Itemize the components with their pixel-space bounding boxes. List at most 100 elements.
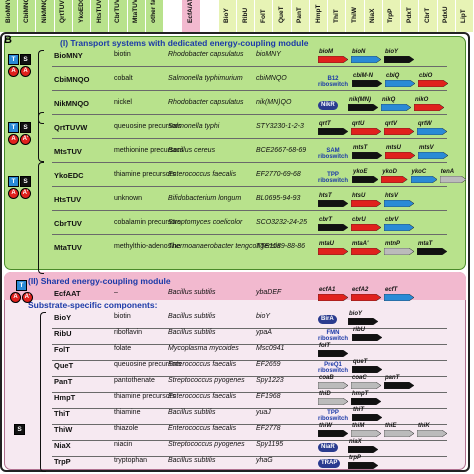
table-row: MtsTUV methionine precursors Bacillus cere…: [0, 145, 474, 160]
row-name: ThiT: [54, 409, 70, 418]
header-column-label: YkoEDC: [77, 0, 85, 23]
header-column: LipT: [455, 0, 473, 32]
row-name: YkoEDC: [54, 171, 84, 180]
regulator-badge: NiaR: [318, 443, 338, 452]
gene-label: mtsU: [386, 145, 402, 151]
header-column-label: NiaX: [369, 8, 377, 23]
row-locus: Msc0941: [256, 345, 285, 352]
header-column-label: CbrTUV: [113, 0, 121, 23]
gene-arrow: [318, 398, 348, 405]
row-divider: [52, 162, 447, 163]
gene-arrow: [318, 294, 348, 301]
table-row: ThiT thiamine Bacillus subtilis yuaJ TPP rib…: [0, 407, 474, 422]
gene-label: mtaT: [418, 241, 433, 247]
header-column-label: ThiW: [350, 7, 358, 23]
gene-arrow: [352, 80, 382, 87]
row-name: MtsTUV: [54, 147, 82, 156]
header-column: HtsTUV: [91, 0, 109, 32]
row-locus: EF2659: [256, 361, 281, 368]
gene-arrow: [351, 56, 381, 63]
row-divider: [52, 186, 447, 187]
table-row: BioMNY biotin Rhodobacter capsulatus bioMNY…: [0, 49, 474, 64]
gene-label: niaX: [349, 439, 362, 445]
header-column-label: ThiT: [332, 9, 340, 23]
header-column: PanT: [291, 0, 309, 32]
header-column-label: BioMNY: [4, 0, 12, 23]
row-name: CbrTUV: [54, 219, 82, 228]
gene-label: thiD: [319, 391, 331, 397]
gene-label: ecfA2: [352, 287, 369, 293]
gene-arrow: [384, 224, 414, 231]
gene-arrow: [385, 152, 415, 159]
module-t-subunit: T: [8, 122, 19, 133]
header-column: ThiW: [346, 0, 364, 32]
header-column: RibU: [237, 0, 255, 32]
row-divider: [52, 138, 447, 139]
gene-label: thiE: [385, 423, 397, 429]
header-column: CbiMNQO: [18, 0, 36, 32]
riboswitch-label: SAM riboswitch: [318, 148, 349, 160]
module-a-subunit: A': [22, 292, 33, 303]
module-s-subunit: S: [20, 122, 31, 133]
gene-label: nik(MN): [349, 97, 371, 103]
gene-arrow: [384, 382, 414, 389]
table-row: PanT pantothenate Streptococcus pyogenes Sp…: [0, 375, 474, 390]
gene-label: thiM: [352, 423, 365, 429]
row-substrate: cobalt: [114, 75, 133, 82]
gene-arrow: [351, 248, 381, 255]
row-name: BioY: [54, 313, 72, 322]
regulator-badge: TRAP: [318, 459, 341, 468]
row-organism: Enterococcus faecalis: [168, 361, 237, 368]
row-divider: [52, 344, 447, 345]
row-locus: nik(MN)QO: [256, 99, 292, 106]
row-organism: Salmonella typhimurium: [168, 75, 243, 82]
row-locus: Spy1195: [256, 441, 284, 448]
gene-label: qrtT: [319, 121, 331, 127]
row-divider: [52, 440, 447, 441]
gene-arrow: [414, 104, 444, 111]
row-substrate: pantothenate: [114, 377, 155, 384]
gene-arrow: [417, 430, 447, 437]
gene-arrow: [381, 176, 408, 183]
row-name: MtaTUV: [54, 243, 82, 252]
gene-label: thiT: [353, 407, 364, 413]
row-substrate: methylthio-adenosine: [114, 243, 181, 250]
row-divider: [52, 376, 447, 377]
gene-label: trpP: [349, 455, 361, 461]
header-column-label: TrpP: [387, 8, 395, 23]
riboswitch-label: FMN riboswitch: [318, 330, 349, 342]
table-row: QueT queuosine precursors Enterococcus fae…: [0, 359, 474, 374]
row-organism: Mycoplasma mycoides: [168, 345, 239, 352]
row-locus: BCE2667-68-69: [256, 147, 307, 154]
row-locus: bioMNY: [256, 51, 281, 58]
row-locus: EF1968: [256, 393, 281, 400]
row-substrate: –: [114, 289, 118, 296]
row-organism: Salmonella typhi: [168, 123, 220, 130]
gene-arrow: [381, 104, 411, 111]
module-s-subunit: S: [14, 424, 25, 435]
header-column: ThiT: [328, 0, 346, 32]
header-column: [200, 0, 218, 32]
header-column: other families: [145, 0, 164, 32]
row-locus: ybaDEF: [256, 289, 282, 296]
section-shared: [4, 272, 466, 470]
row-divider: [52, 90, 447, 91]
row-organism: Enterococcus faecalis: [168, 171, 237, 178]
row-name: RibU: [54, 329, 72, 338]
gene-arrow: [384, 128, 414, 135]
header-column: FolT: [255, 0, 273, 32]
module-a-subunit: A': [20, 188, 31, 199]
table-row: CbiMNQO cobalt Salmonella typhimurium cbiMN…: [0, 73, 474, 88]
header-column: BioMNY: [0, 0, 18, 32]
gene-label: panT: [385, 375, 400, 381]
row-organism: Streptococcus pyogenes: [168, 441, 245, 448]
gene-label: ecfT: [385, 287, 398, 293]
gene-label: mtnP: [385, 241, 400, 247]
row-substrate: niacin: [114, 441, 133, 448]
gene-arrow: [351, 382, 381, 389]
gene-label: ecfA1: [319, 287, 336, 293]
row-substrate: nickel: [114, 99, 132, 106]
row-substrate: thiamine precursors: [114, 393, 176, 400]
gene-arrow: [318, 350, 348, 357]
header-column: [164, 0, 182, 32]
